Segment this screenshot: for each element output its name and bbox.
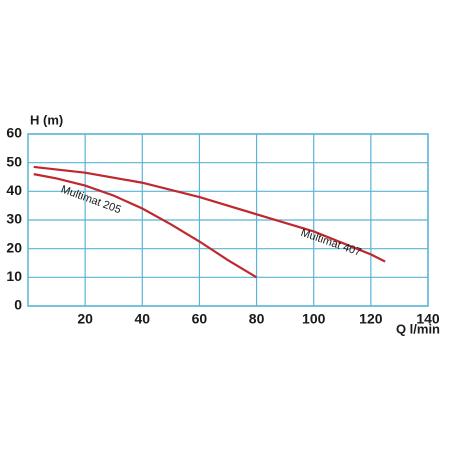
curve bbox=[33, 173, 258, 279]
x-tick-label: 20 bbox=[77, 311, 93, 327]
y-tick-label: 20 bbox=[6, 239, 22, 255]
y-tick-label: 40 bbox=[6, 182, 22, 198]
x-tick-label: 60 bbox=[192, 311, 208, 327]
x-tick-label: 100 bbox=[302, 311, 326, 327]
x-tick-label: 40 bbox=[134, 311, 150, 327]
curve-label: Multimat 407 bbox=[299, 227, 362, 259]
x-tick-label: 80 bbox=[249, 311, 265, 327]
y-tick-label: 60 bbox=[6, 125, 22, 141]
y-tick-label: 10 bbox=[6, 268, 22, 284]
curve bbox=[33, 165, 386, 263]
x-tick-label: 120 bbox=[359, 311, 383, 327]
y-tick-label: 0 bbox=[14, 297, 22, 313]
y-tick-label: 50 bbox=[6, 153, 22, 169]
y-axis-label: H (m) bbox=[30, 112, 63, 127]
x-tick-label: 140 bbox=[416, 311, 440, 327]
x-axis-label: Q l/min bbox=[396, 321, 440, 336]
y-tick-label: 30 bbox=[6, 211, 22, 227]
